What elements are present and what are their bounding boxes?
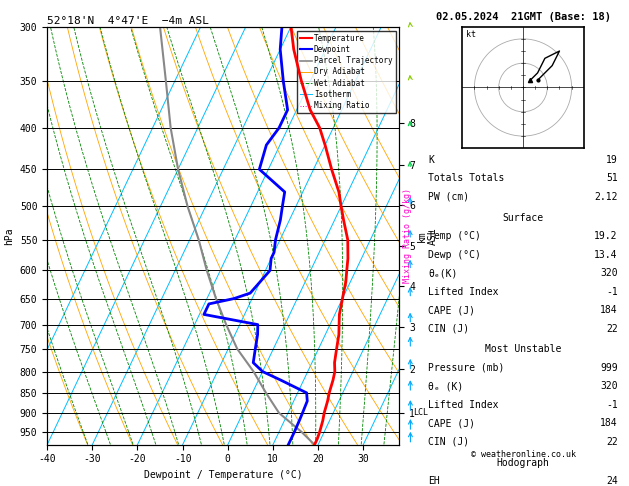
- Text: 02.05.2024  21GMT (Base: 18): 02.05.2024 21GMT (Base: 18): [435, 12, 611, 22]
- Text: 320: 320: [600, 382, 618, 391]
- Text: PW (cm): PW (cm): [428, 192, 469, 202]
- Text: 22: 22: [606, 437, 618, 447]
- Y-axis label: km
ASL: km ASL: [416, 227, 438, 244]
- Legend: Temperature, Dewpoint, Parcel Trajectory, Dry Adiabat, Wet Adiabat, Isotherm, Mi: Temperature, Dewpoint, Parcel Trajectory…: [297, 31, 396, 113]
- Text: 19.2: 19.2: [594, 231, 618, 241]
- Text: CIN (J): CIN (J): [428, 324, 469, 333]
- Text: 19: 19: [606, 155, 618, 165]
- Text: Mixing Ratio (g/kg): Mixing Ratio (g/kg): [403, 188, 411, 283]
- X-axis label: Dewpoint / Temperature (°C): Dewpoint / Temperature (°C): [144, 470, 303, 480]
- Text: -1: -1: [606, 400, 618, 410]
- Text: 24: 24: [606, 476, 618, 486]
- Y-axis label: hPa: hPa: [4, 227, 14, 244]
- Text: θₑ(K): θₑ(K): [428, 268, 458, 278]
- Text: Most Unstable: Most Unstable: [485, 345, 561, 354]
- Text: kt: kt: [466, 31, 476, 39]
- Text: Lifted Index: Lifted Index: [428, 287, 499, 296]
- Text: Surface: Surface: [503, 213, 543, 223]
- Text: 51: 51: [606, 174, 618, 183]
- Text: LCL: LCL: [413, 408, 428, 417]
- Text: 52°18'N  4°47'E  −4m ASL: 52°18'N 4°47'E −4m ASL: [47, 16, 209, 26]
- Text: 184: 184: [600, 418, 618, 428]
- Text: 13.4: 13.4: [594, 250, 618, 260]
- Text: CAPE (J): CAPE (J): [428, 305, 476, 315]
- Text: CIN (J): CIN (J): [428, 437, 469, 447]
- Text: 320: 320: [600, 268, 618, 278]
- Text: 184: 184: [600, 305, 618, 315]
- Text: -1: -1: [606, 287, 618, 296]
- Text: 22: 22: [606, 324, 618, 333]
- Text: 999: 999: [600, 363, 618, 373]
- Text: EH: EH: [428, 476, 440, 486]
- Text: θₑ (K): θₑ (K): [428, 382, 464, 391]
- Text: Lifted Index: Lifted Index: [428, 400, 499, 410]
- Text: © weatheronline.co.uk: © weatheronline.co.uk: [470, 450, 576, 459]
- Text: Pressure (mb): Pressure (mb): [428, 363, 505, 373]
- Text: 2.12: 2.12: [594, 192, 618, 202]
- Text: Temp (°C): Temp (°C): [428, 231, 481, 241]
- Text: K: K: [428, 155, 434, 165]
- Text: Hodograph: Hodograph: [496, 458, 550, 468]
- Text: CAPE (J): CAPE (J): [428, 418, 476, 428]
- Text: Totals Totals: Totals Totals: [428, 174, 505, 183]
- Text: Dewp (°C): Dewp (°C): [428, 250, 481, 260]
